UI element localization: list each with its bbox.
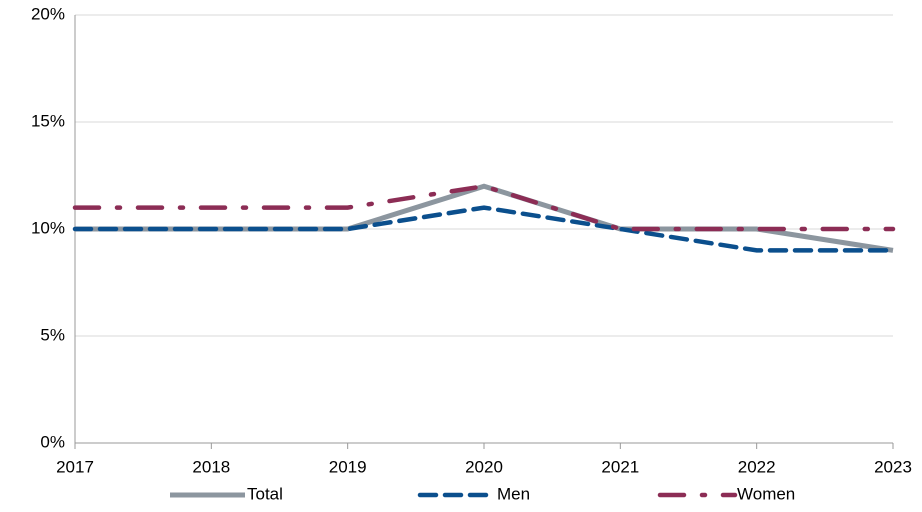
legend-label: Total xyxy=(247,484,283,503)
series-line xyxy=(72,183,896,232)
legend-label: Men xyxy=(497,484,530,503)
y-tick-label: 0% xyxy=(40,432,65,451)
x-tick-label: 2021 xyxy=(601,457,639,476)
y-tick-label: 5% xyxy=(40,325,65,344)
y-tick-label: 20% xyxy=(31,4,65,23)
legend-label: Women xyxy=(737,484,795,503)
series-line xyxy=(72,205,896,253)
x-tick-label: 2019 xyxy=(329,457,367,476)
x-tick-label: 2022 xyxy=(738,457,776,476)
x-tick-label: 2017 xyxy=(56,457,94,476)
x-tick-label: 2018 xyxy=(192,457,230,476)
x-tick-label: 2023 xyxy=(874,457,912,476)
x-tick-label: 2020 xyxy=(465,457,503,476)
y-tick-label: 15% xyxy=(31,111,65,130)
y-tick-label: 10% xyxy=(31,218,65,237)
series-line xyxy=(75,183,894,253)
